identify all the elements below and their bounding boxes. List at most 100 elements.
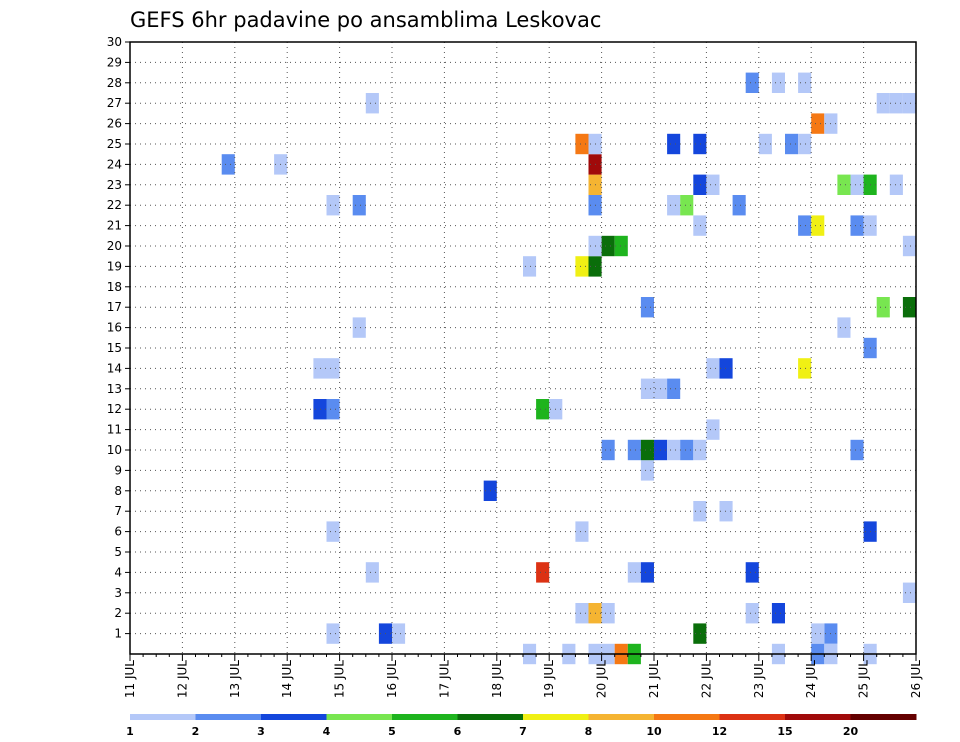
x-tick-label: 20 JUL bbox=[595, 660, 609, 698]
precip-cell bbox=[811, 215, 825, 236]
x-axis: 11 JUL 12 JUL 13 JUL 14 JUL 15 JUL 16 JUL 17 J… bbox=[123, 654, 923, 698]
y-tick-label: 12 bbox=[107, 402, 122, 416]
precip-cell bbox=[902, 297, 916, 318]
precip-cell bbox=[601, 235, 615, 257]
precip-cell bbox=[627, 562, 641, 583]
y-tick-label: 7 bbox=[114, 504, 122, 518]
colorbar-label: 7 bbox=[519, 725, 527, 738]
colorbar-label: 3 bbox=[257, 725, 265, 738]
precipitation-cells bbox=[221, 72, 916, 665]
precip-cell bbox=[902, 93, 916, 114]
x-tick-label: 23 JUL bbox=[752, 660, 766, 698]
x-tick-label: 17 JUL bbox=[437, 660, 451, 698]
x-tick-label: 12 JUL bbox=[175, 660, 189, 698]
colorbar-swatch bbox=[261, 714, 327, 720]
y-tick-label: 6 bbox=[114, 525, 122, 539]
precip-cell bbox=[680, 439, 694, 461]
y-tick-label: 28 bbox=[107, 76, 122, 90]
precip-cell bbox=[614, 235, 628, 257]
precip-cell bbox=[313, 358, 327, 379]
precip-cell bbox=[667, 439, 681, 461]
precip-cell bbox=[352, 317, 366, 338]
colorbar-label: 8 bbox=[585, 725, 593, 738]
y-tick-label: 5 bbox=[114, 545, 122, 559]
precip-cell bbox=[667, 378, 681, 399]
y-tick-label: 9 bbox=[114, 463, 122, 477]
x-tick-label: 24 JUL bbox=[804, 660, 818, 698]
y-tick-label: 23 bbox=[107, 178, 122, 192]
precip-cell bbox=[745, 603, 759, 624]
colorbar-swatch bbox=[785, 714, 851, 720]
colorbar-label: 4 bbox=[323, 725, 331, 738]
y-tick-label: 1 bbox=[114, 627, 122, 641]
precip-cell bbox=[850, 439, 864, 461]
colorbar-label: 6 bbox=[454, 725, 462, 738]
precip-cell bbox=[352, 195, 366, 216]
colorbar-label: 2 bbox=[192, 725, 200, 738]
grid-lines bbox=[130, 42, 916, 654]
colorbar-swatch bbox=[326, 714, 393, 720]
precip-cell bbox=[601, 439, 615, 461]
precip-cell bbox=[876, 93, 890, 114]
precip-cell bbox=[902, 235, 916, 257]
precip-cell bbox=[693, 623, 707, 644]
precip-cell bbox=[706, 419, 720, 440]
precip-cell bbox=[640, 439, 654, 461]
precip-cell bbox=[850, 215, 864, 236]
precip-cell bbox=[693, 439, 707, 461]
colorbar-label: 15 bbox=[777, 725, 792, 738]
precip-cell bbox=[667, 195, 681, 216]
precip-cell bbox=[798, 133, 812, 155]
x-tick-label: 15 JUL bbox=[333, 660, 347, 698]
precip-cell bbox=[798, 215, 812, 236]
x-tick-label: 13 JUL bbox=[228, 660, 242, 698]
precip-cell bbox=[536, 399, 550, 420]
y-tick-label: 3 bbox=[114, 586, 122, 600]
y-tick-label: 11 bbox=[107, 423, 122, 437]
precip-cell bbox=[680, 195, 694, 216]
colorbar-label: 20 bbox=[843, 725, 859, 738]
precip-cell bbox=[850, 174, 864, 195]
precip-cell bbox=[365, 562, 379, 583]
y-tick-label: 29 bbox=[107, 55, 122, 69]
precip-cell bbox=[837, 174, 851, 195]
precip-cell bbox=[798, 358, 812, 379]
colorbar-label: 1 bbox=[126, 725, 134, 738]
x-tick-label: 21 JUL bbox=[647, 660, 661, 698]
precip-cell bbox=[640, 460, 654, 481]
colorbar-legend: 1 2 3 4 5 6 7 8 10 12 15 20 bbox=[126, 714, 917, 738]
precip-cell bbox=[326, 358, 340, 379]
precip-cell bbox=[575, 256, 589, 277]
y-tick-label: 4 bbox=[114, 565, 122, 579]
precip-cell bbox=[719, 358, 733, 379]
colorbar-label: 10 bbox=[646, 725, 662, 738]
precip-cell bbox=[745, 562, 759, 583]
precip-cell bbox=[693, 215, 707, 236]
precip-cell bbox=[693, 133, 707, 155]
precip-cell bbox=[798, 72, 812, 93]
precip-cell bbox=[575, 521, 589, 542]
x-tick-label: 26 JUL bbox=[909, 660, 923, 698]
precip-cell bbox=[706, 358, 720, 379]
precip-cell bbox=[326, 195, 340, 216]
y-tick-label: 21 bbox=[107, 219, 122, 233]
precip-cell bbox=[889, 93, 903, 114]
precip-cell bbox=[640, 562, 654, 583]
precip-cell bbox=[837, 317, 851, 338]
precip-cell bbox=[706, 174, 720, 195]
y-tick-label: 14 bbox=[107, 361, 122, 375]
precip-cell bbox=[640, 297, 654, 318]
y-tick-label: 25 bbox=[107, 137, 122, 151]
precip-cell bbox=[811, 623, 825, 644]
x-tick-label: 19 JUL bbox=[542, 660, 556, 698]
x-tick-label: 16 JUL bbox=[385, 660, 399, 698]
y-tick-label: 16 bbox=[107, 321, 122, 335]
chart-title: GEFS 6hr padavine po ansamblima Leskovac bbox=[130, 8, 601, 32]
precip-cell bbox=[667, 133, 681, 155]
colorbar-swatch bbox=[523, 714, 589, 720]
precip-cell bbox=[745, 72, 759, 93]
y-tick-label: 20 bbox=[107, 239, 122, 253]
precip-cell bbox=[365, 93, 379, 114]
y-tick-label: 26 bbox=[107, 117, 122, 131]
